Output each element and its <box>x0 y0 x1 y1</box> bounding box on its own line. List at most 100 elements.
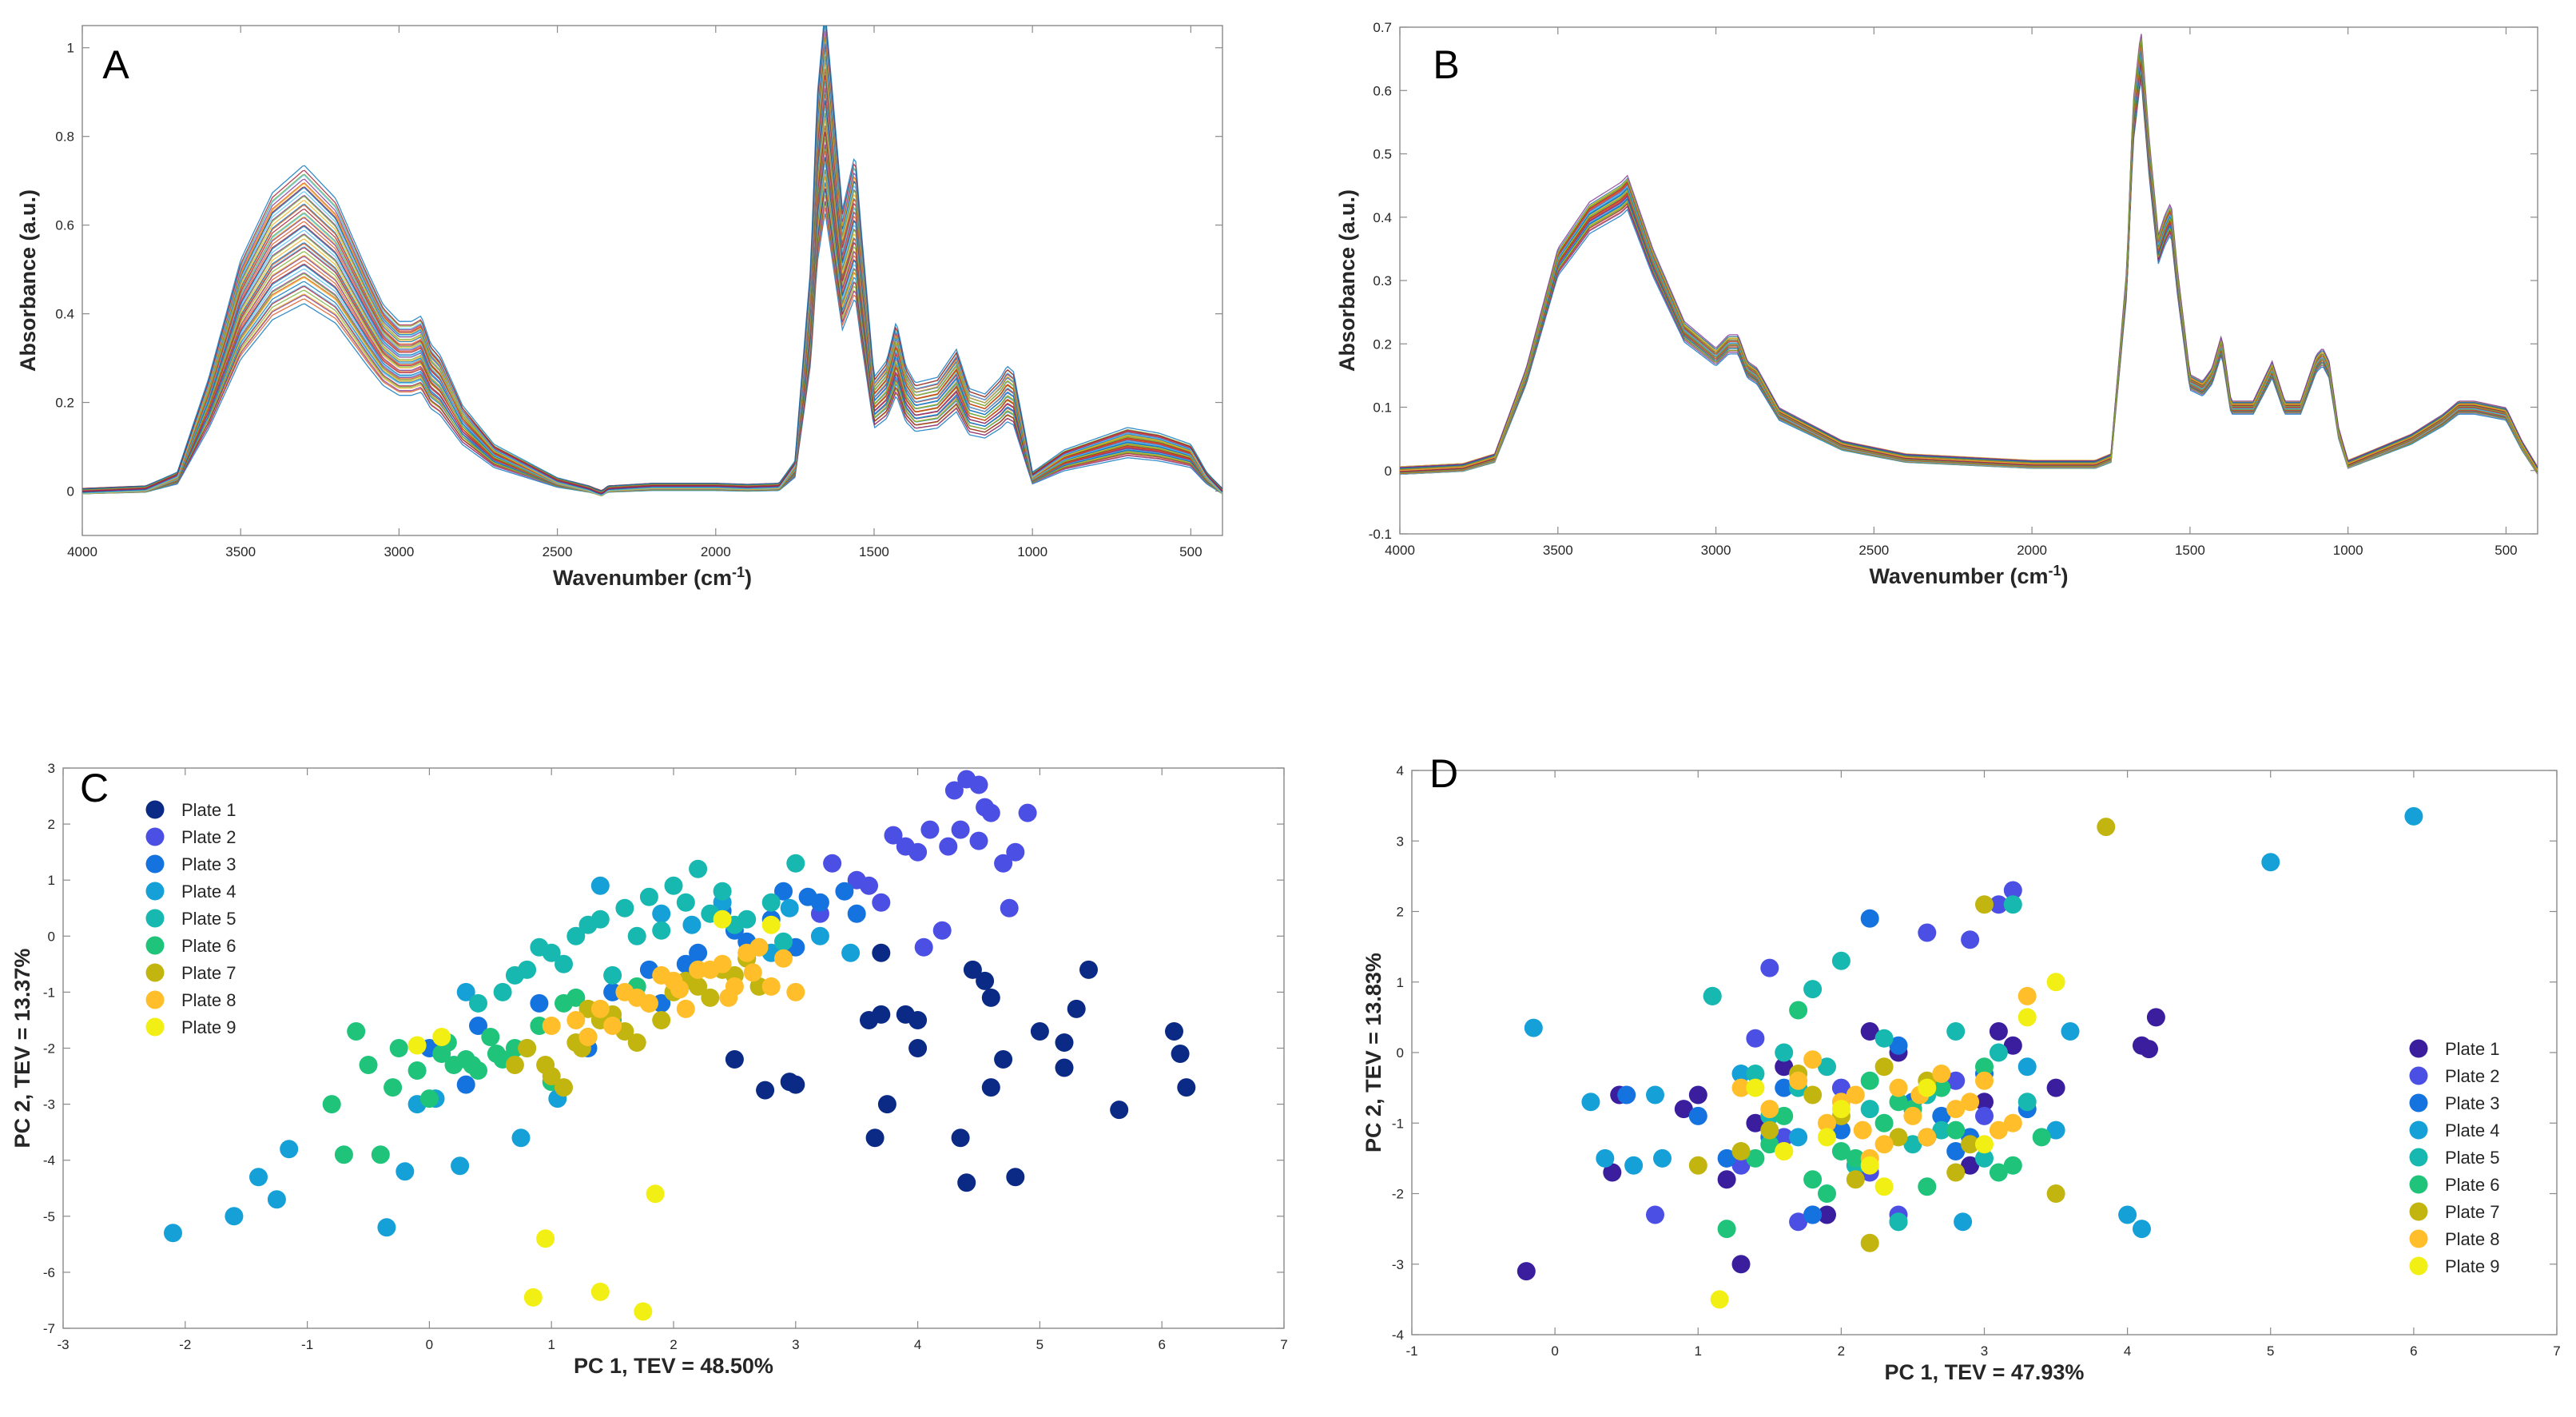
panel-c-point-plate-1 <box>877 1095 896 1114</box>
panel-c-point-plate-3 <box>456 1075 475 1094</box>
panel-c-point-plate-3 <box>469 1017 487 1035</box>
panel-c-point-plate-4 <box>810 926 829 945</box>
panel-b-spectra-group <box>1400 34 2538 476</box>
panel-a-y-tick-label: 0.8 <box>55 129 74 145</box>
panel-d-legend-marker-plate-9 <box>2409 1256 2428 1276</box>
panel-c-point-plate-1 <box>1055 1058 1074 1077</box>
panel-d-point-plate-4 <box>2118 1205 2137 1224</box>
panel-c-legend-label-plate-6: Plate 6 <box>181 936 237 956</box>
panel-b-y-tick-label: 0.7 <box>1373 20 1392 35</box>
panel-d-point-plate-7 <box>1760 1120 1779 1140</box>
panel-d-point-plate-9 <box>1818 1128 1836 1147</box>
panel-c-point-plate-6 <box>322 1095 341 1114</box>
panel-d-x-tick-label: 4 <box>2124 1343 2131 1359</box>
panel-c-point-plate-1 <box>957 1173 976 1192</box>
panel-c-x-tick-label: 7 <box>1280 1337 1287 1352</box>
panel-c-point-plate-8 <box>542 1017 561 1035</box>
panel-d-point-plate-1 <box>2146 1008 2165 1027</box>
panel-c-y-tick-label: -6 <box>43 1265 55 1280</box>
panel-a-spectrum-line <box>82 26 1222 496</box>
panel-c-point-plate-5 <box>469 993 487 1013</box>
panel-c-point-plate-4 <box>377 1218 396 1237</box>
panel-d-point-plate-3 <box>1932 1106 1951 1125</box>
panel-d-point-plate-9 <box>1975 1135 1994 1154</box>
panel-c-point-plate-8 <box>743 963 762 982</box>
panel-d-legend-marker-plate-7 <box>2409 1202 2428 1221</box>
panel-d-point-plate-6 <box>1860 1071 1879 1090</box>
panel-c-point-plate-2 <box>896 837 915 856</box>
panel-b-y-tick-label: -0.1 <box>1369 527 1392 542</box>
panel-d-x-tick-label: 0 <box>1551 1343 1558 1359</box>
panel-d-point-plate-3 <box>1831 1120 1851 1140</box>
panel-c-pca-scatter-chart: -3 -2 -1 0 1 2 3 4 5 6 7 -7 -6 -5 -4 -3 -2 -1 0 1 2 3 PC 1, TE… <box>10 761 1288 1378</box>
panel-d-point-plate-8 <box>1946 1100 1966 1119</box>
panel-d-x-tick-label: -1 <box>1405 1343 1417 1359</box>
panel-c-point-plate-3 <box>689 943 708 962</box>
panel-a-spectra-chart: 4000 3500 3000 2500 2000 1500 1000 500 0 0.2 0.4 0.… <box>16 25 1223 590</box>
panel-c-point-plate-1 <box>786 1075 805 1094</box>
panel-c-point-plate-5 <box>566 926 586 945</box>
panel-c-point-plate-8 <box>566 1011 586 1029</box>
panel-c-point-plate-7 <box>627 1033 646 1052</box>
panel-d-point-plate-6 <box>2003 1156 2022 1175</box>
panel-d-x-tick-label: 3 <box>1981 1343 1988 1359</box>
panel-c-point-plate-5 <box>505 965 524 985</box>
panel-a-spectrum-line <box>82 26 1222 492</box>
panel-c-point-plate-2 <box>951 820 970 839</box>
panel-d-legend-label-plate-6: Plate 6 <box>2445 1175 2500 1195</box>
panel-d-point-plate-2 <box>1961 930 1980 949</box>
panel-c-point-plate-1 <box>1171 1045 1190 1063</box>
panel-d-y-tick-label: 0 <box>1397 1045 1404 1061</box>
panel-d-point-plate-1 <box>1603 1163 1622 1182</box>
panel-d-point-plate-8 <box>1846 1085 1865 1105</box>
panel-d-point-plate-4 <box>1954 1212 1973 1232</box>
panel-c-point-plate-8 <box>603 1017 622 1035</box>
panel-b-y-tick-label: 0.6 <box>1373 83 1392 98</box>
panel-d-y-tick-label: 2 <box>1397 905 1404 920</box>
panel-c-point-plate-1 <box>963 960 982 979</box>
panel-c-legend-marker-plate-9 <box>145 1017 165 1037</box>
panel-c-point-plate-1 <box>1177 1078 1196 1097</box>
panel-d-y-tick-label: 1 <box>1397 975 1404 990</box>
panel-c-point-plate-2 <box>1018 803 1037 822</box>
panel-d-point-plate-2 <box>1831 1078 1851 1097</box>
panel-d-legend-marker-plate-3 <box>2409 1093 2428 1113</box>
panel-d-point-plate-4 <box>1789 1128 1808 1147</box>
panel-d-point-plate-5 <box>1889 1212 1908 1232</box>
panel-c-x-tick-label: 6 <box>1158 1337 1165 1352</box>
panel-c-legend-label-plate-8: Plate 8 <box>181 990 237 1010</box>
panel-c-legend-marker-plate-3 <box>145 854 165 874</box>
panel-a-x-tick-label: 1000 <box>1017 544 1047 559</box>
panel-d-legend-marker-plate-8 <box>2409 1229 2428 1248</box>
panel-c-point-plate-2 <box>823 854 842 873</box>
panel-d-point-plate-2 <box>1975 1106 1994 1125</box>
panel-d-point-plate-1 <box>1674 1100 1693 1119</box>
panel-d-point-plate-8 <box>1760 1100 1779 1119</box>
panel-c-legend-label-plate-4: Plate 4 <box>181 882 237 902</box>
panel-d-point-plate-5 <box>1775 1043 1794 1062</box>
panel-c-point-plate-4 <box>590 876 610 895</box>
panel-b-x-tick-label: 1500 <box>2175 543 2205 558</box>
panel-c-point-plate-8 <box>761 977 781 996</box>
panel-c-point-plate-5 <box>578 915 598 934</box>
panel-d-point-plate-9 <box>1831 1100 1851 1119</box>
panel-c-point-plate-9 <box>407 1036 427 1055</box>
panel-d-point-plate-6 <box>2032 1128 2051 1147</box>
panel-a-y-tick-label: 1 <box>67 41 74 56</box>
panel-b-x-axis-label: Wavenumber (cm-1) <box>1869 563 2068 588</box>
panel-c-point-plate-4 <box>780 898 799 917</box>
panel-d-point-plate-4 <box>2017 1057 2037 1077</box>
panel-d-point-plate-4 <box>1524 1018 1543 1037</box>
panel-a-spectrum-line <box>82 26 1222 494</box>
panel-c-legend-label-plate-9: Plate 9 <box>181 1017 237 1037</box>
panel-c-point-plate-4 <box>267 1190 286 1209</box>
panel-c-point-plate-5 <box>530 937 549 957</box>
panel-d-point-plate-2 <box>1989 895 2008 914</box>
panel-d-point-plate-4 <box>2133 1220 2151 1239</box>
panel-c-point-plate-2 <box>847 870 866 890</box>
panel-d-point-plate-9 <box>1874 1177 1894 1196</box>
panel-d-point-plate-5 <box>1903 1135 1922 1154</box>
panel-c-point-plate-4 <box>396 1162 415 1181</box>
panel-d-legend-marker-plate-1 <box>2409 1039 2428 1058</box>
panel-d-point-plate-9 <box>1746 1078 1765 1097</box>
